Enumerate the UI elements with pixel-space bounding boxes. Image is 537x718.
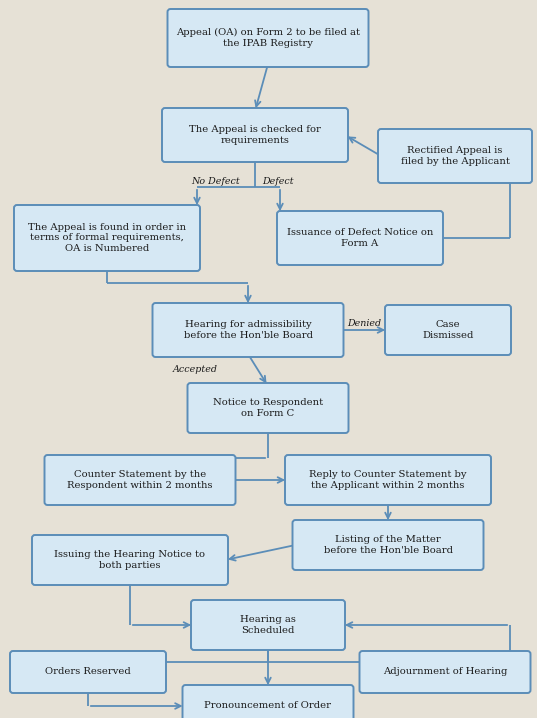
Text: Accepted: Accepted bbox=[173, 365, 218, 375]
Text: The Appeal is found in order in
terms of formal requirements,
OA is Numbered: The Appeal is found in order in terms of… bbox=[28, 223, 186, 253]
FancyBboxPatch shape bbox=[14, 205, 200, 271]
Text: Rectified Appeal is
filed by the Applicant: Rectified Appeal is filed by the Applica… bbox=[401, 146, 510, 166]
Text: No Defect: No Defect bbox=[192, 177, 241, 187]
Text: Appeal (OA) on Form 2 to be filed at
the IPAB Registry: Appeal (OA) on Form 2 to be filed at the… bbox=[176, 28, 360, 48]
FancyBboxPatch shape bbox=[187, 383, 349, 433]
Text: Reply to Counter Statement by
the Applicant within 2 months: Reply to Counter Statement by the Applic… bbox=[309, 470, 467, 490]
Text: Orders Reserved: Orders Reserved bbox=[45, 668, 131, 676]
FancyBboxPatch shape bbox=[285, 455, 491, 505]
FancyBboxPatch shape bbox=[32, 535, 228, 585]
FancyBboxPatch shape bbox=[168, 9, 368, 67]
FancyBboxPatch shape bbox=[277, 211, 443, 265]
Text: Notice to Respondent
on Form C: Notice to Respondent on Form C bbox=[213, 398, 323, 418]
Text: Counter Statement by the
Respondent within 2 months: Counter Statement by the Respondent with… bbox=[67, 470, 213, 490]
Text: Hearing as
Scheduled: Hearing as Scheduled bbox=[240, 615, 296, 635]
Text: Denied: Denied bbox=[347, 319, 381, 327]
FancyBboxPatch shape bbox=[293, 520, 483, 570]
Text: Pronouncement of Order: Pronouncement of Order bbox=[205, 701, 331, 711]
FancyBboxPatch shape bbox=[359, 651, 531, 693]
Text: Case
Dismissed: Case Dismissed bbox=[422, 320, 474, 340]
Text: Hearing for admissibility
before the Hon'ble Board: Hearing for admissibility before the Hon… bbox=[184, 320, 313, 340]
FancyBboxPatch shape bbox=[378, 129, 532, 183]
FancyBboxPatch shape bbox=[191, 600, 345, 650]
FancyBboxPatch shape bbox=[162, 108, 348, 162]
Text: The Appeal is checked for
requirements: The Appeal is checked for requirements bbox=[189, 126, 321, 145]
FancyBboxPatch shape bbox=[153, 303, 344, 357]
Text: Issuance of Defect Notice on
Form A: Issuance of Defect Notice on Form A bbox=[287, 228, 433, 248]
Text: Defect: Defect bbox=[262, 177, 293, 187]
Text: Issuing the Hearing Notice to
both parties: Issuing the Hearing Notice to both parti… bbox=[54, 550, 206, 569]
FancyBboxPatch shape bbox=[385, 305, 511, 355]
Text: Adjournment of Hearing: Adjournment of Hearing bbox=[383, 668, 507, 676]
FancyBboxPatch shape bbox=[10, 651, 166, 693]
FancyBboxPatch shape bbox=[45, 455, 236, 505]
FancyBboxPatch shape bbox=[183, 685, 353, 718]
Text: Listing of the Matter
before the Hon'ble Board: Listing of the Matter before the Hon'ble… bbox=[323, 536, 453, 555]
